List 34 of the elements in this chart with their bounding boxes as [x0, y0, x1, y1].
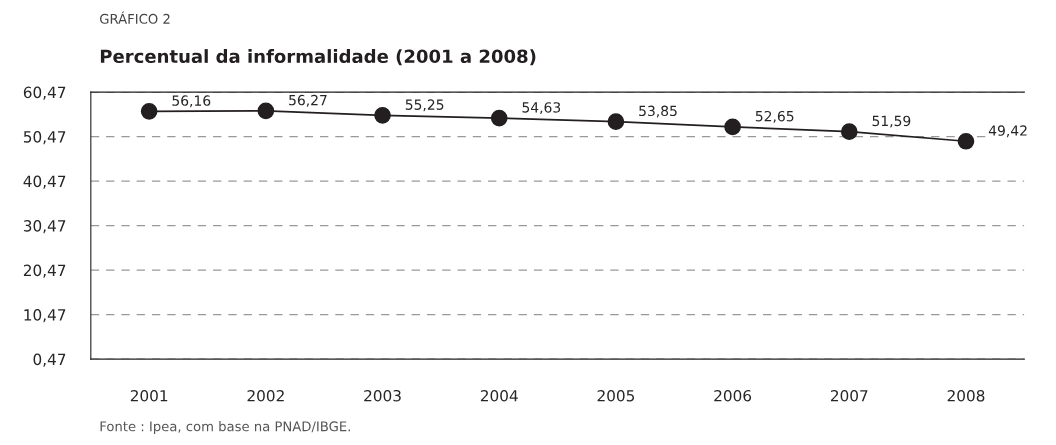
- x-tick-label: 2002: [247, 389, 284, 402]
- point: [840, 123, 858, 140]
- point: [140, 102, 158, 120]
- y-tick-label: 50,47: [23, 131, 66, 145]
- chart-title: Percentual da informalidade (2001 a 2008): [100, 49, 536, 66]
- y-tick-label: 30,47: [23, 220, 66, 234]
- y-tick-label: 60,47: [23, 86, 66, 100]
- point: [490, 109, 508, 127]
- x-tick-label: 2001: [130, 389, 168, 402]
- point: [724, 118, 741, 136]
- source-note: Fonte : Ipea, com base na PNAD/IBGE.: [100, 421, 350, 434]
- point: [957, 132, 975, 150]
- x-tick-label: 2007: [830, 389, 868, 402]
- data-label: 49,42: [988, 125, 1027, 138]
- point: [607, 113, 625, 130]
- data-label: 56,27: [289, 94, 327, 107]
- data-label: 55,25: [405, 99, 444, 112]
- x-tick-label: 2003: [364, 389, 401, 402]
- x-tick-label: 2006: [714, 389, 752, 402]
- data-label: 56,16: [172, 95, 211, 108]
- point: [257, 102, 275, 120]
- x-tick-label: 2008: [947, 389, 985, 402]
- x-tick-label: 2005: [597, 389, 635, 402]
- data-label: 52,65: [755, 110, 794, 123]
- point: [374, 107, 391, 124]
- data-label: 53,85: [639, 105, 677, 118]
- y-tick-label: 40,47: [23, 175, 66, 189]
- chart-subtitle: GRÁFICO 2: [100, 11, 170, 24]
- data-label: 54,63: [522, 102, 561, 115]
- y-tick-label: 20,47: [23, 264, 66, 278]
- x-tick-label: 2004: [480, 389, 518, 402]
- data-label: 51,59: [872, 115, 911, 128]
- y-tick-label: 10,47: [24, 309, 66, 323]
- y-tick-label: 0,47: [33, 353, 66, 367]
